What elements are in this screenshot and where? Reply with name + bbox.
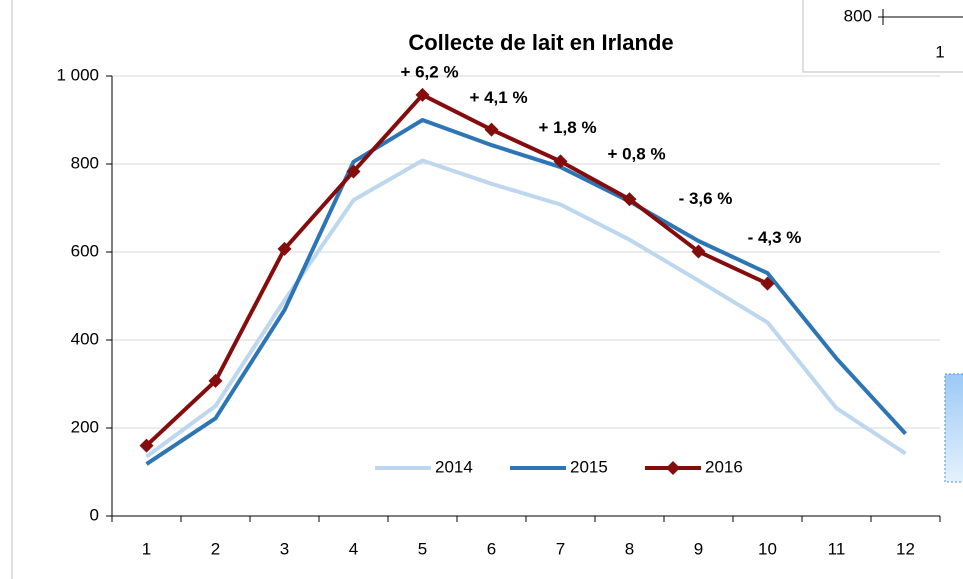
marker xyxy=(484,122,499,137)
overlay-shape xyxy=(944,373,963,483)
annotation: + 4,1 % xyxy=(469,88,527,107)
marker xyxy=(415,87,430,102)
y-tick-label: 200 xyxy=(71,417,99,436)
marker xyxy=(139,438,154,453)
chart-title: Collecte de lait en Irlande xyxy=(408,30,673,55)
legend-label: 2015 xyxy=(570,457,608,476)
x-tick-label: 2 xyxy=(211,539,220,558)
x-tick-label: 6 xyxy=(487,539,496,558)
chart-border xyxy=(11,0,963,579)
x-tick-label: 9 xyxy=(694,539,703,558)
annotation: + 1,8 % xyxy=(538,118,596,137)
legend-marker xyxy=(666,461,680,475)
x-tick-label: 11 xyxy=(828,539,846,558)
y-tick-label: 1 000 xyxy=(56,65,99,84)
annotation: - 3,6 % xyxy=(679,189,733,208)
y-tick-label: 400 xyxy=(71,329,99,348)
annotation: + 0,8 % xyxy=(607,145,665,164)
x-tick-label: 8 xyxy=(625,539,634,558)
x-tick-label: 5 xyxy=(418,539,427,558)
series-line xyxy=(145,158,907,459)
annotation: + 6,2 % xyxy=(400,62,458,81)
series-line xyxy=(145,118,907,466)
x-tick-label: 4 xyxy=(349,539,358,558)
x-tick-label: 1 xyxy=(142,539,151,558)
marker xyxy=(622,192,637,207)
series-line xyxy=(145,92,769,448)
x-tick-label: 3 xyxy=(280,539,289,558)
marker xyxy=(553,154,568,169)
marker xyxy=(208,373,223,388)
y-tick-label: 800 xyxy=(71,153,99,172)
overlay-y-label: 800 xyxy=(844,6,872,25)
overlay-x-label: 1 xyxy=(935,42,944,61)
x-tick-label: 12 xyxy=(896,539,915,558)
y-tick-label: 600 xyxy=(71,241,99,260)
annotation: - 4,3 % xyxy=(748,228,802,247)
marker xyxy=(277,241,292,256)
x-tick-label: 10 xyxy=(758,539,777,558)
marker xyxy=(760,276,775,291)
marker xyxy=(346,164,361,179)
marker xyxy=(691,244,706,259)
x-tick-label: 7 xyxy=(556,539,565,558)
legend-label: 2014 xyxy=(435,457,473,476)
y-tick-label: 0 xyxy=(90,505,99,524)
legend-label: 2016 xyxy=(705,457,743,476)
